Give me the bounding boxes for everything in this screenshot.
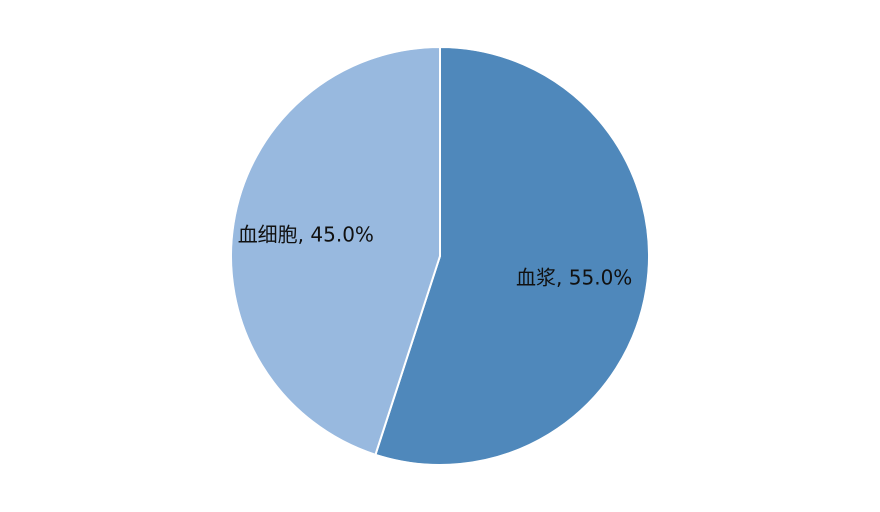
pie-slice-label-1: 血细胞, 45.0% xyxy=(238,223,374,247)
pie-slice-label-0: 血浆, 55.0% xyxy=(516,265,632,289)
pie-rim xyxy=(230,46,650,466)
